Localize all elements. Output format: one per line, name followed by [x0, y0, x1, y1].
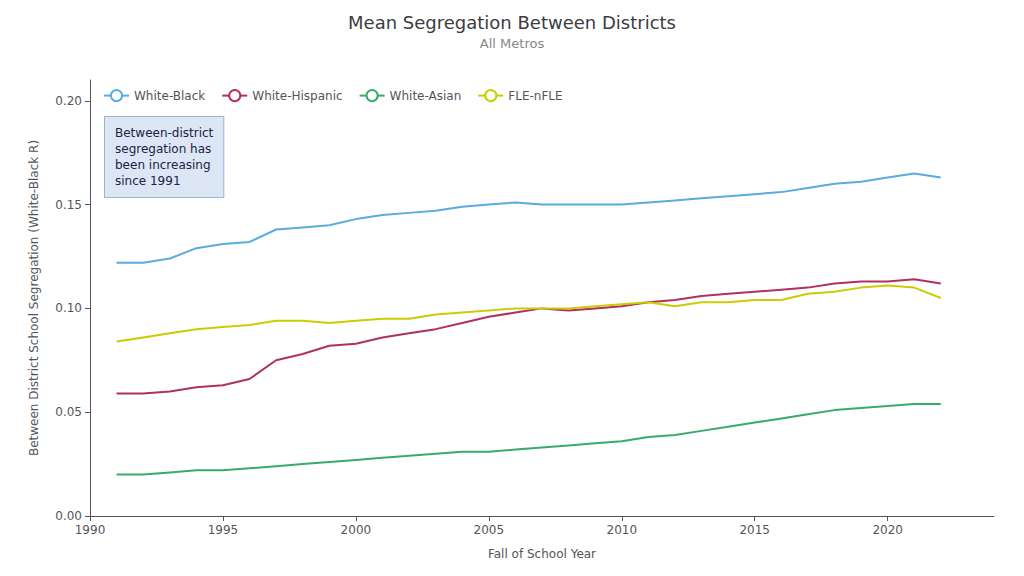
svg-text:2015: 2015 [739, 523, 770, 537]
svg-text:2020: 2020 [872, 523, 903, 537]
svg-text:White-Hispanic: White-Hispanic [252, 89, 342, 103]
svg-text:Fall of School Year: Fall of School Year [488, 547, 596, 561]
svg-text:1995: 1995 [208, 523, 239, 537]
svg-text:0.10: 0.10 [55, 301, 82, 315]
svg-text:White-Black: White-Black [134, 89, 205, 103]
svg-text:Between-district: Between-district [115, 126, 214, 140]
svg-text:White-Asian: White-Asian [390, 89, 462, 103]
svg-text:been increasing: been increasing [115, 158, 211, 172]
svg-text:0.20: 0.20 [55, 94, 82, 108]
svg-text:segregation has: segregation has [115, 142, 211, 156]
svg-text:0.00: 0.00 [55, 509, 82, 523]
svg-text:Between District School Segreg: Between District School Segregation (Whi… [27, 140, 41, 456]
svg-text:0.15: 0.15 [55, 198, 82, 212]
svg-text:All Metros: All Metros [480, 36, 545, 51]
svg-text:FLE-nFLE: FLE-nFLE [508, 89, 562, 103]
svg-text:2005: 2005 [474, 523, 505, 537]
svg-text:1990: 1990 [75, 523, 106, 537]
svg-text:2010: 2010 [606, 523, 637, 537]
svg-text:since 1991: since 1991 [115, 174, 181, 188]
svg-text:Mean Segregation Between Distr: Mean Segregation Between Districts [348, 12, 676, 33]
svg-text:0.05: 0.05 [55, 405, 82, 419]
svg-text:2000: 2000 [341, 523, 372, 537]
